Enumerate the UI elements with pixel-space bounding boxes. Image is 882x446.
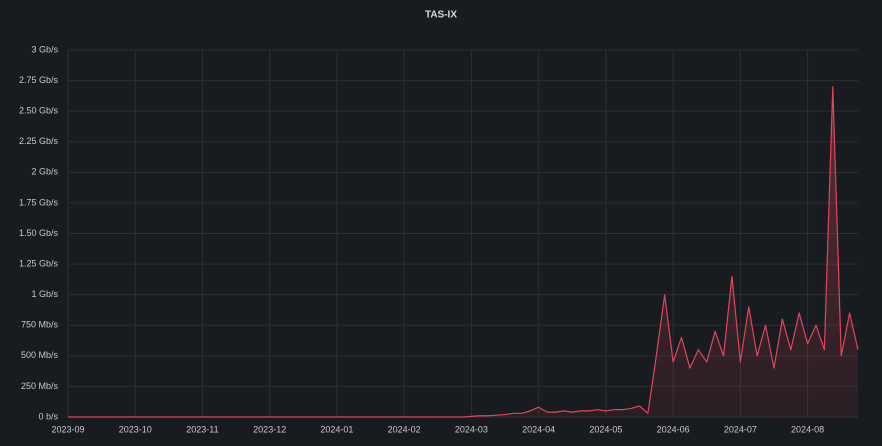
y-tick-label: 250 Mb/s (21, 381, 59, 391)
y-tick-label: 500 Mb/s (21, 350, 59, 360)
y-tick-label: 2.50 Gb/s (19, 106, 59, 116)
y-tick-label: 2.75 Gb/s (19, 75, 59, 85)
line (68, 86, 859, 418)
y-tick-label: 2.25 Gb/s (19, 136, 59, 146)
y-tick-label: 3 Gb/s (31, 44, 58, 54)
x-tick-label: 2024-05 (589, 424, 622, 434)
x-tick-label: 2024-01 (320, 424, 353, 434)
x-tick-label: 2024-06 (657, 424, 690, 434)
area (68, 86, 858, 417)
x-tick-label: 2024-03 (455, 424, 488, 434)
chart-title: TAS-IX (425, 10, 457, 21)
x-tick-label: 2024-02 (388, 424, 421, 434)
y-tick-label: 1.50 Gb/s (19, 228, 59, 238)
x-tick-label: 2024-08 (791, 424, 824, 434)
y-tick-label: 750 Mb/s (21, 320, 59, 330)
x-tick-label: 2024-04 (522, 424, 555, 434)
x-tick-label: 2023-11 (186, 424, 218, 434)
x-tick-label: 2024-07 (724, 424, 757, 434)
y-tick-label: 1.25 Gb/s (19, 258, 59, 268)
y-tick-label: 1 Gb/s (31, 289, 58, 299)
y-tick-label: 1.75 Gb/s (19, 197, 59, 207)
x-tick-label: 2023-12 (253, 424, 286, 434)
x-tick-label: 2023-10 (119, 424, 152, 434)
y-tick-label: 2 Gb/s (31, 167, 58, 177)
x-tick-label: 2023-09 (51, 424, 84, 434)
y-tick-label: 0 b/s (38, 411, 58, 421)
